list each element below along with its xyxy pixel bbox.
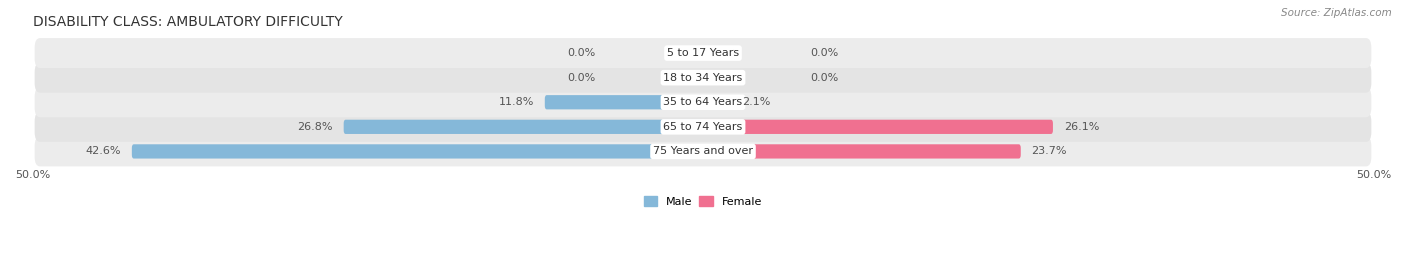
- Text: 0.0%: 0.0%: [568, 48, 596, 58]
- Text: 0.0%: 0.0%: [568, 73, 596, 83]
- Text: 18 to 34 Years: 18 to 34 Years: [664, 73, 742, 83]
- Text: 75 Years and over: 75 Years and over: [652, 146, 754, 156]
- FancyBboxPatch shape: [343, 120, 703, 134]
- FancyBboxPatch shape: [35, 136, 1371, 167]
- Legend: Male, Female: Male, Female: [640, 192, 766, 211]
- Text: 65 to 74 Years: 65 to 74 Years: [664, 122, 742, 132]
- Text: 26.8%: 26.8%: [298, 122, 333, 132]
- Text: DISABILITY CLASS: AMBULATORY DIFFICULTY: DISABILITY CLASS: AMBULATORY DIFFICULTY: [32, 15, 343, 29]
- FancyBboxPatch shape: [703, 120, 1053, 134]
- FancyBboxPatch shape: [703, 144, 1021, 158]
- FancyBboxPatch shape: [703, 95, 731, 109]
- FancyBboxPatch shape: [35, 63, 1371, 93]
- FancyBboxPatch shape: [35, 38, 1371, 68]
- Text: 0.0%: 0.0%: [810, 73, 838, 83]
- Text: 2.1%: 2.1%: [742, 97, 770, 107]
- Text: 0.0%: 0.0%: [810, 48, 838, 58]
- Text: Source: ZipAtlas.com: Source: ZipAtlas.com: [1281, 8, 1392, 18]
- Text: 26.1%: 26.1%: [1064, 122, 1099, 132]
- FancyBboxPatch shape: [35, 87, 1371, 117]
- FancyBboxPatch shape: [35, 112, 1371, 142]
- FancyBboxPatch shape: [132, 144, 703, 158]
- Text: 11.8%: 11.8%: [499, 97, 534, 107]
- Text: 5 to 17 Years: 5 to 17 Years: [666, 48, 740, 58]
- Text: 42.6%: 42.6%: [86, 146, 121, 156]
- FancyBboxPatch shape: [544, 95, 703, 109]
- Text: 23.7%: 23.7%: [1032, 146, 1067, 156]
- Text: 35 to 64 Years: 35 to 64 Years: [664, 97, 742, 107]
